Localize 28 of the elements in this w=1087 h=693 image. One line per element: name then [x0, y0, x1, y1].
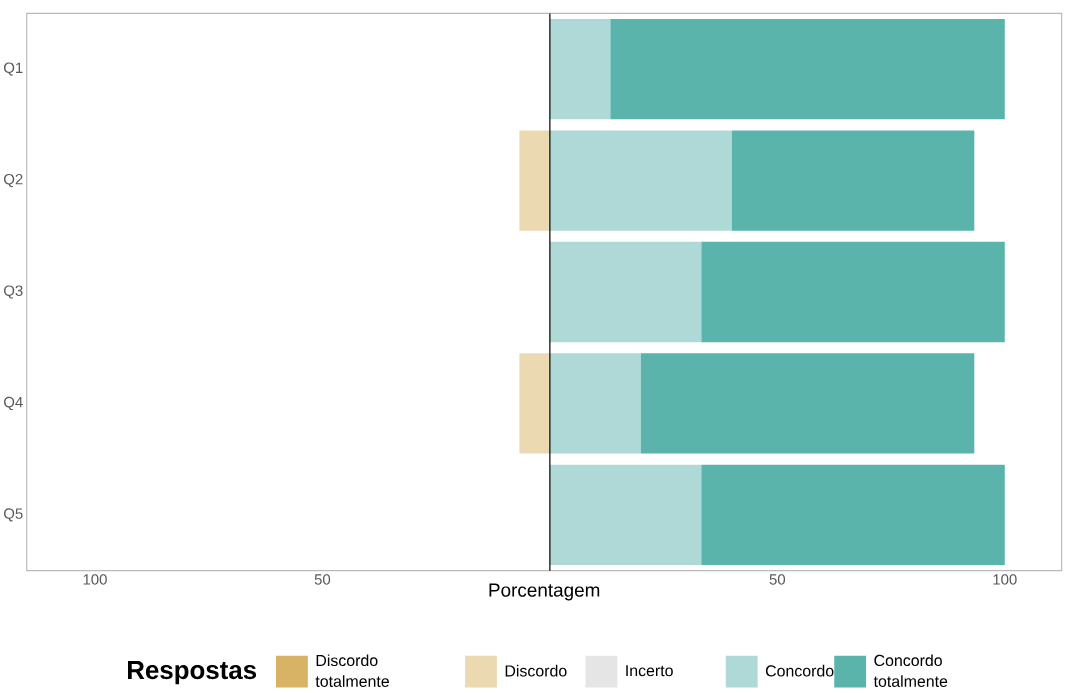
bar [549, 242, 702, 343]
bar [701, 464, 1005, 566]
bar [519, 353, 550, 454]
legend-label: Concordo [765, 665, 834, 677]
bar [549, 19, 611, 120]
x-tick-label: 50 [314, 574, 331, 585]
legend-label: Discordo totalmente [315, 654, 389, 688]
bar [610, 19, 1005, 120]
legend-label: Concordo totalmente [873, 654, 948, 688]
legend-label: Incerto [626, 665, 673, 677]
bar [701, 242, 1005, 343]
bar [549, 464, 702, 566]
y-tick-label: Q2 [4, 174, 23, 188]
bar [549, 353, 641, 454]
y-tick-label: Q4 [4, 397, 23, 411]
x-tick-label: 100 [993, 574, 1017, 585]
y-tick-label: Q5 [4, 508, 23, 522]
x-axis-title: Porcentagem [489, 583, 600, 601]
x-tick-label: 100 [83, 574, 107, 585]
x-tick-label: 50 [769, 574, 786, 585]
bar [519, 130, 550, 231]
bar [549, 130, 732, 231]
legend-label: Discordo [505, 665, 567, 677]
y-tick-label: Q1 [4, 62, 23, 76]
y-tick-label: Q3 [4, 285, 23, 299]
legend-title: Respostas [127, 661, 257, 685]
bar [731, 130, 975, 231]
bar [640, 353, 975, 454]
